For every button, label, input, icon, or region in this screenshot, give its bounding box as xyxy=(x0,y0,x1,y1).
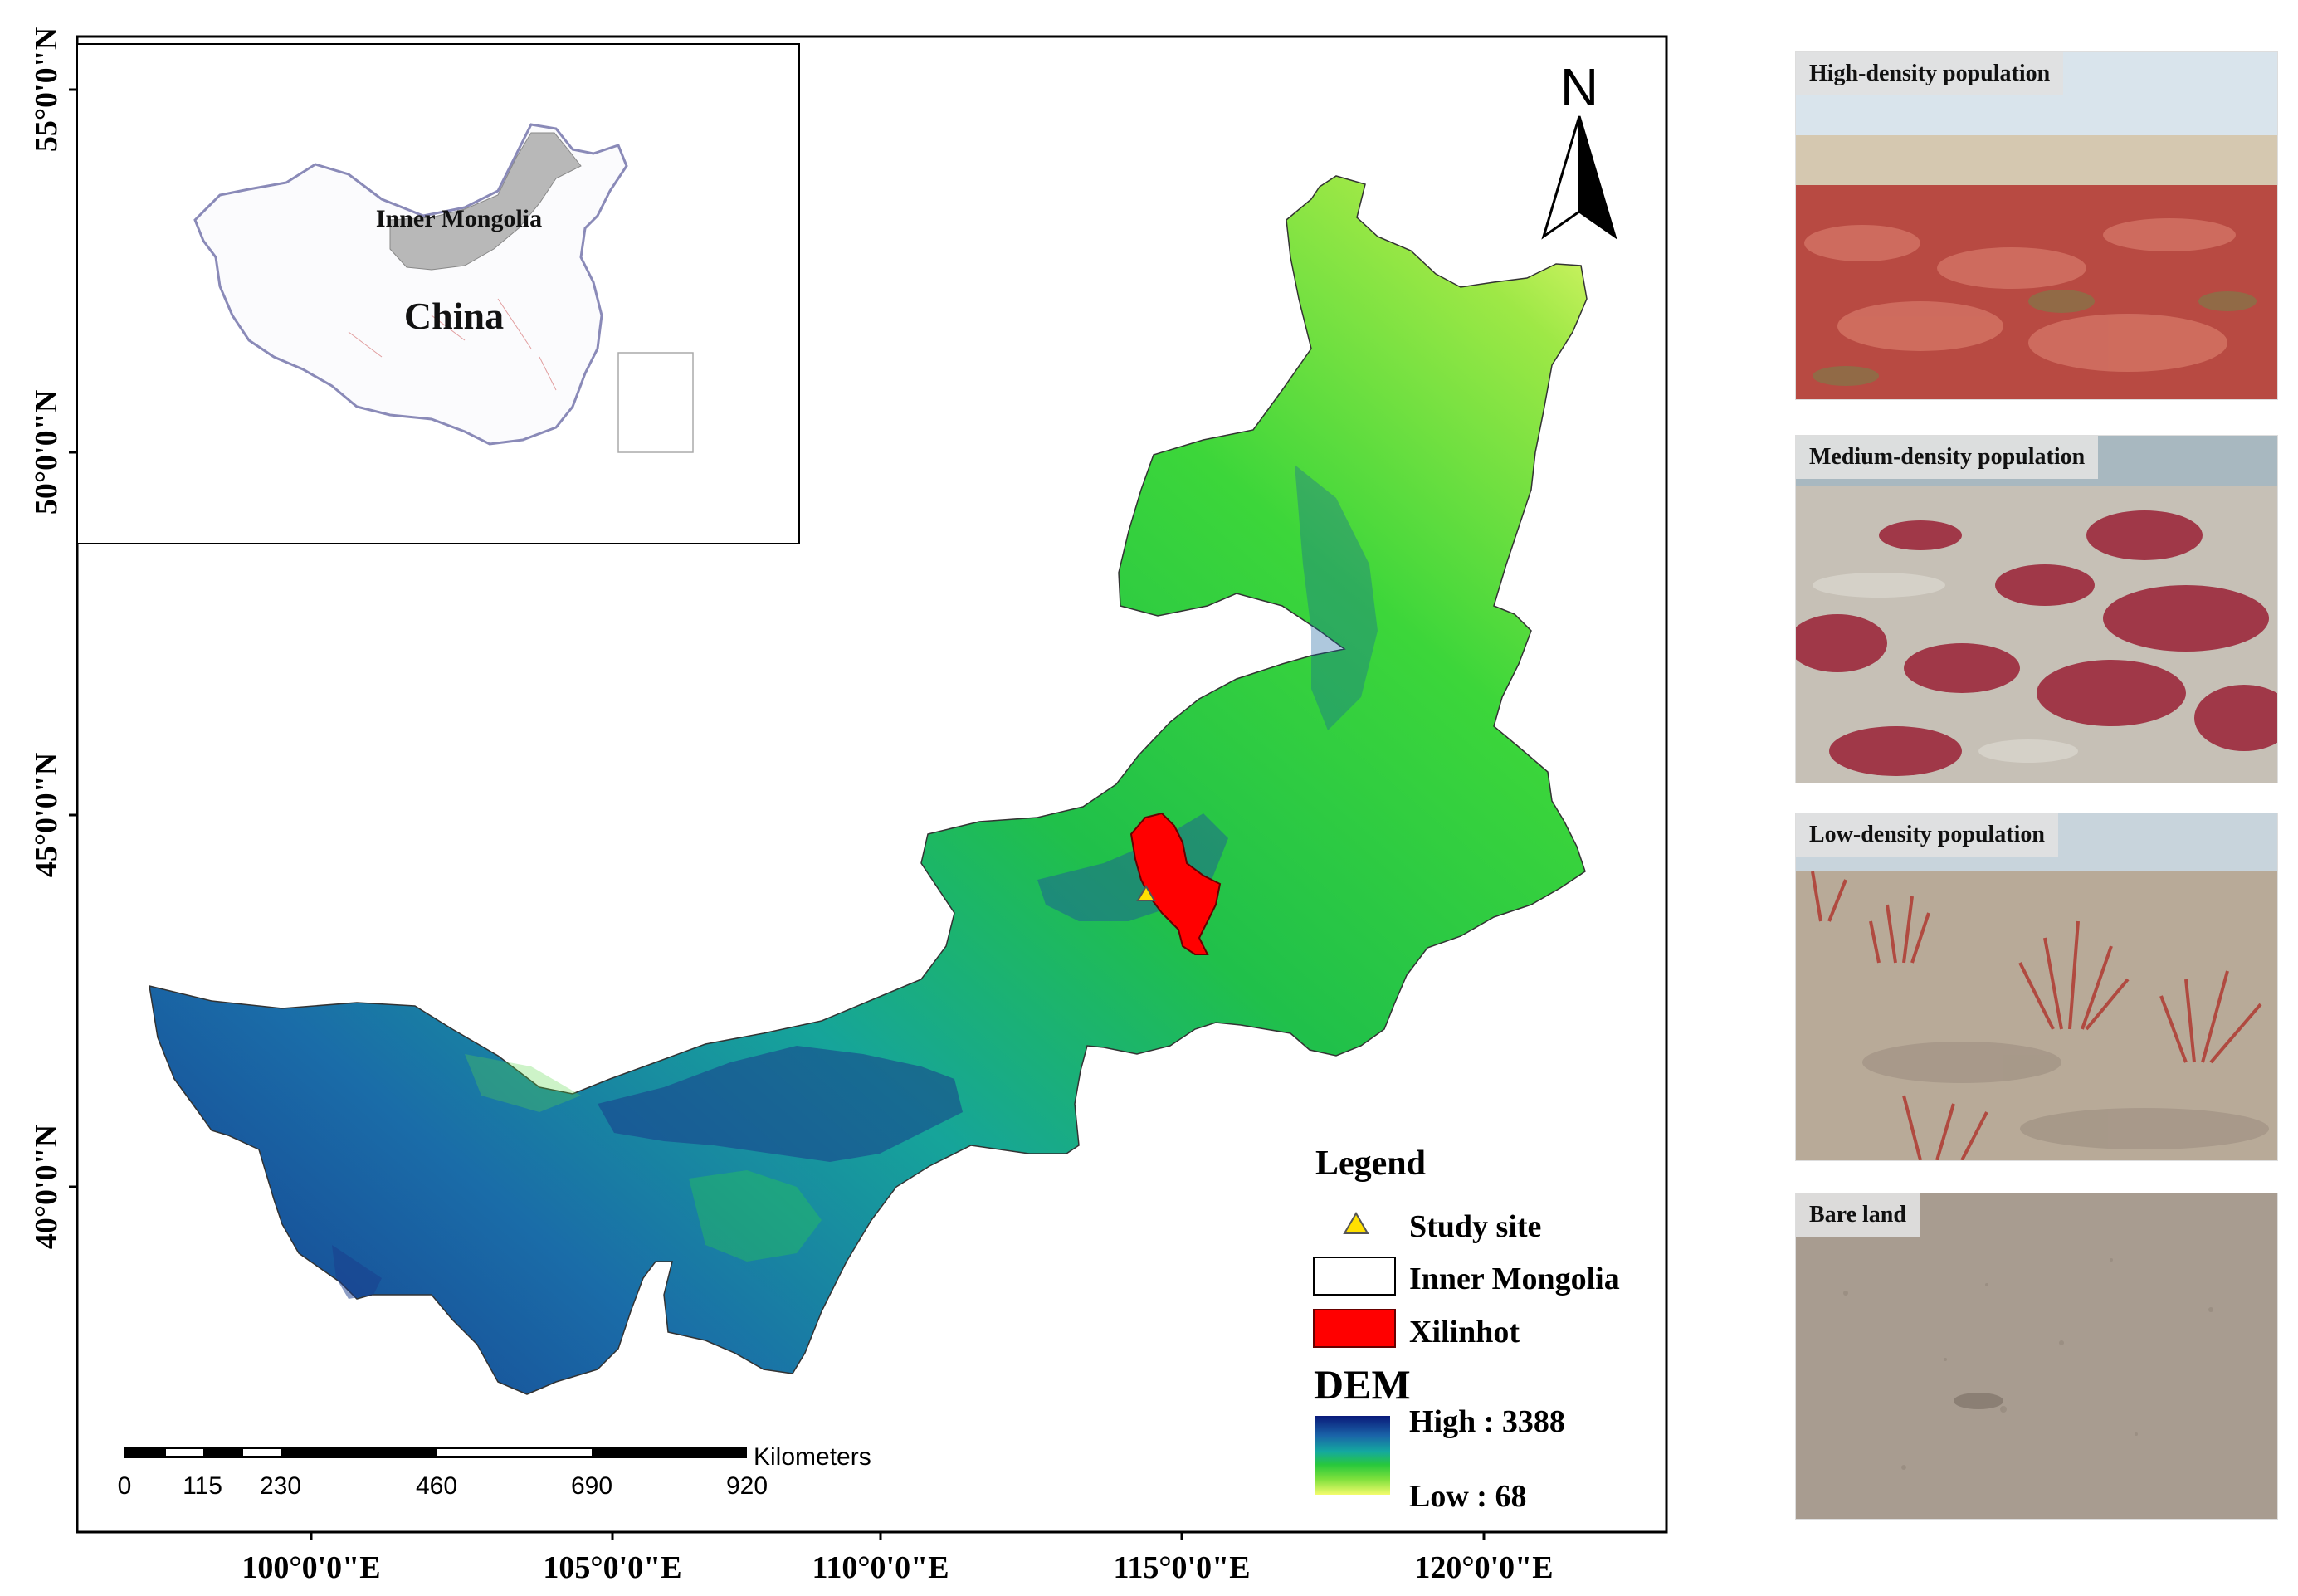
legend-dem-high: High : 3388 xyxy=(1409,1404,1565,1439)
north-arrow-icon: N xyxy=(1541,57,1617,240)
legend-dem-title: DEM xyxy=(1314,1361,1411,1408)
legend-title: Legend xyxy=(1315,1145,1426,1183)
scale-tick-920: 920 xyxy=(726,1472,768,1500)
photo-bare-land: Bare land xyxy=(1795,1193,2278,1520)
inset-map: Inner Mongolia China xyxy=(76,43,800,544)
photo-bare-land-image xyxy=(1796,1193,2277,1519)
scale-unit: Kilometers xyxy=(754,1443,871,1471)
lat-label-45: 45°0'0"N xyxy=(29,753,64,877)
photo-caption-high-density: High-density population xyxy=(1796,52,2064,95)
north-letter: N xyxy=(1560,57,1598,117)
photo-medium-density-image xyxy=(1796,436,2277,783)
scale-tick-230: 230 xyxy=(260,1472,301,1500)
legend: Legend Study site Inner Mongolia Xilinho… xyxy=(1313,1145,1620,1514)
frame-ticks xyxy=(69,88,1486,1540)
lon-label-115: 115°0'0"E xyxy=(1113,1550,1250,1585)
photo-caption-bare-land: Bare land xyxy=(1796,1193,1920,1237)
photo-high-density-image xyxy=(1796,52,2277,399)
legend-study-site-icon xyxy=(1343,1212,1369,1234)
study-site-marker xyxy=(1136,885,1156,901)
inset-label-china: China xyxy=(404,295,504,337)
photo-low-density: Low-density population xyxy=(1795,813,2278,1161)
lon-label-120: 120°0'0"E xyxy=(1414,1550,1553,1585)
legend-label-inner-mongolia: Inner Mongolia xyxy=(1409,1262,1620,1296)
legend-label-study-site: Study site xyxy=(1409,1209,1541,1244)
legend-label-xilinhot: Xilinhot xyxy=(1409,1315,1520,1350)
lon-label-105: 105°0'0"E xyxy=(543,1550,681,1585)
lat-label-50: 50°0'0"N xyxy=(29,390,64,515)
inset-label-inner-mongolia: Inner Mongolia xyxy=(376,205,542,232)
inner-mongolia-inset xyxy=(389,132,582,271)
legend-dem-ramp xyxy=(1315,1416,1390,1495)
photo-caption-low-density: Low-density population xyxy=(1796,813,2058,857)
lon-label-110: 110°0'0"E xyxy=(812,1550,949,1585)
scale-tick-0: 0 xyxy=(118,1472,132,1500)
photo-medium-density: Medium-density population xyxy=(1795,435,2278,783)
lon-label-100: 100°0'0"E xyxy=(242,1550,380,1585)
legend-inner-mongolia-swatch xyxy=(1313,1257,1396,1296)
lat-label-55: 55°0'0"N xyxy=(29,27,64,152)
scale-tick-115: 115 xyxy=(183,1472,222,1500)
scale-tick-460: 460 xyxy=(416,1472,457,1500)
legend-dem-low: Low : 68 xyxy=(1409,1479,1526,1514)
photo-caption-medium-density: Medium-density population xyxy=(1796,436,2099,479)
scale-bar: Kilometers 0 115 230 460 690 920 xyxy=(118,1443,871,1500)
scale-tick-690: 690 xyxy=(571,1472,612,1500)
photo-high-density: High-density population xyxy=(1795,51,2278,400)
lat-label-40: 40°0'0"N xyxy=(29,1125,64,1249)
legend-xilinhot-swatch xyxy=(1313,1309,1396,1348)
photo-low-density-image xyxy=(1796,813,2277,1160)
